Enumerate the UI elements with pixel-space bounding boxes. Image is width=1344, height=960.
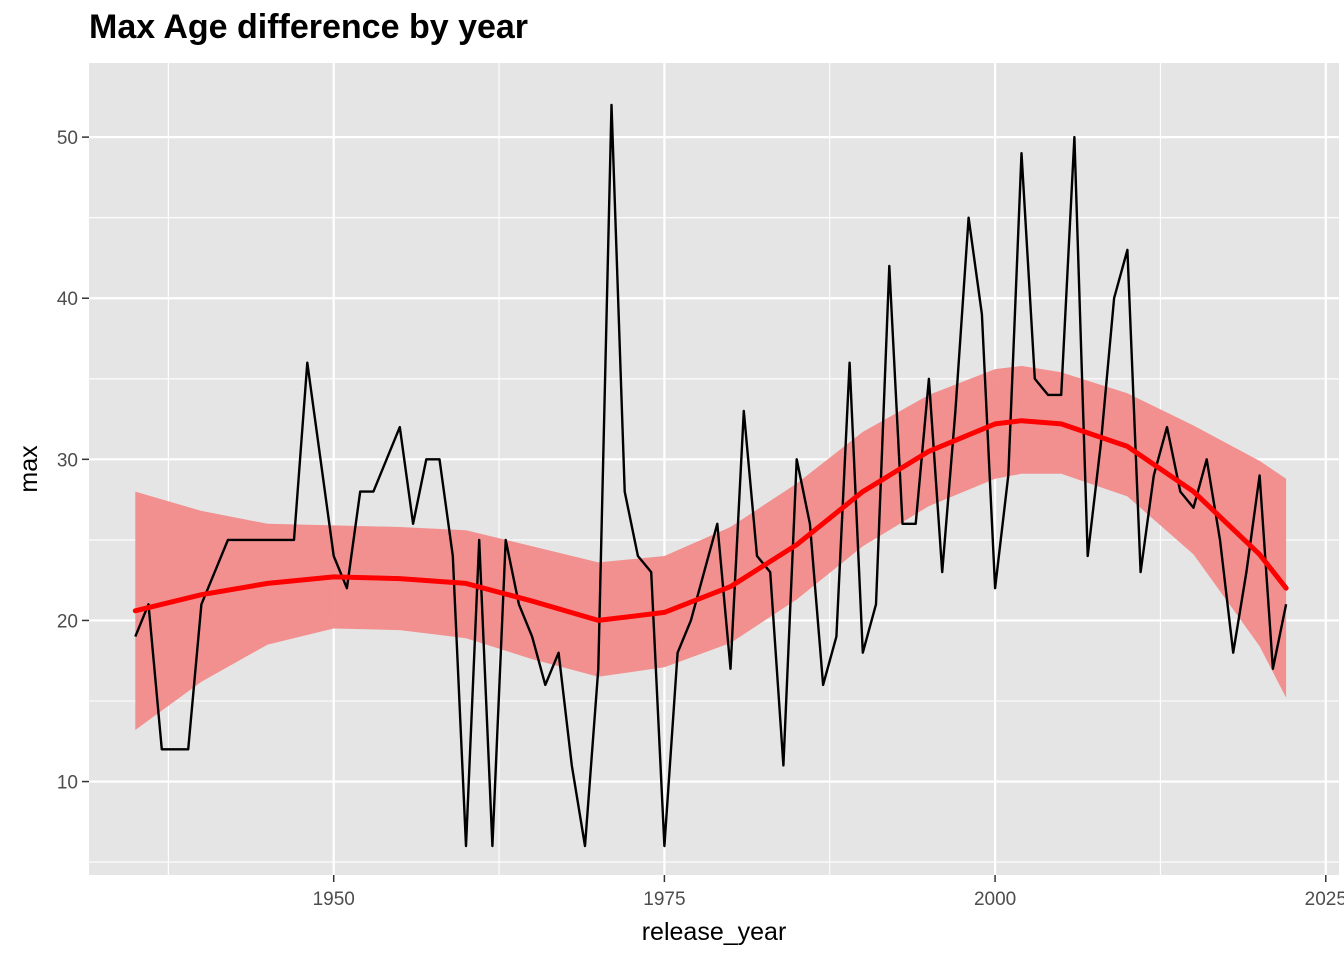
- y-tick-label: 10: [57, 773, 78, 794]
- y-tick-label: 40: [57, 289, 78, 310]
- y-axis-ticks: 10 20 30 40 50: [57, 128, 89, 794]
- chart-title: Max Age difference by year: [89, 8, 529, 46]
- y-tick-label: 30: [57, 450, 78, 471]
- x-tick-label: 1975: [643, 889, 685, 910]
- x-tick-label: 1950: [313, 889, 355, 910]
- x-tick-label: 2025: [1305, 889, 1344, 910]
- y-axis-label: max: [15, 445, 43, 493]
- y-tick-label: 50: [57, 128, 78, 149]
- max-series-line: [134, 103, 1288, 848]
- x-axis-label: release_year: [642, 918, 787, 946]
- smooth-trend-line: [132, 418, 1289, 623]
- y-tick-label: 20: [57, 611, 78, 632]
- x-tick-label: 2000: [974, 889, 1016, 910]
- x-axis-ticks: 1950 1975 2000 2025: [313, 875, 1344, 910]
